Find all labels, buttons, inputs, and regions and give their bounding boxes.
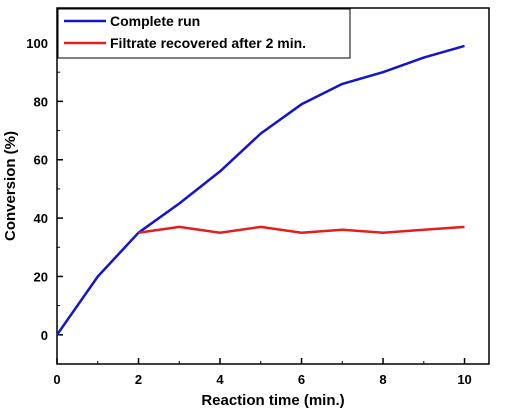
x-tick-label: 6 [298, 372, 305, 387]
x-tick-label: 4 [216, 372, 224, 387]
y-tick-label: 0 [41, 328, 48, 343]
x-axis: 0 2 4 6 8 10 [53, 358, 472, 387]
y-tick-label: 100 [26, 36, 48, 51]
y-tick-label: 40 [34, 211, 48, 226]
x-tick-label: 8 [379, 372, 386, 387]
series-line-0 [55, 44, 465, 336]
x-tick-label: 0 [53, 372, 60, 387]
y-tick-label: 80 [34, 94, 48, 109]
y-tick-label: 20 [34, 269, 48, 284]
y-tick-label: 60 [34, 153, 48, 168]
x-axis-title: Reaction time (min.) [201, 392, 344, 409]
y-axis: 0 20 40 60 80 100 [26, 13, 63, 343]
series-lines [55, 44, 465, 336]
legend: Complete run Filtrate recovered after 2 … [57, 8, 351, 59]
legend-label-filtrate: Filtrate recovered after 2 min. [110, 35, 306, 51]
x-tick-label: 10 [457, 372, 471, 387]
plot-frame [56, 7, 490, 365]
series-line-1 [138, 225, 465, 234]
legend-box [57, 8, 351, 59]
y-axis-title: Conversion (%) [2, 131, 19, 241]
legend-label-complete-run: Complete run [110, 13, 200, 29]
x-tick-label: 2 [135, 372, 142, 387]
